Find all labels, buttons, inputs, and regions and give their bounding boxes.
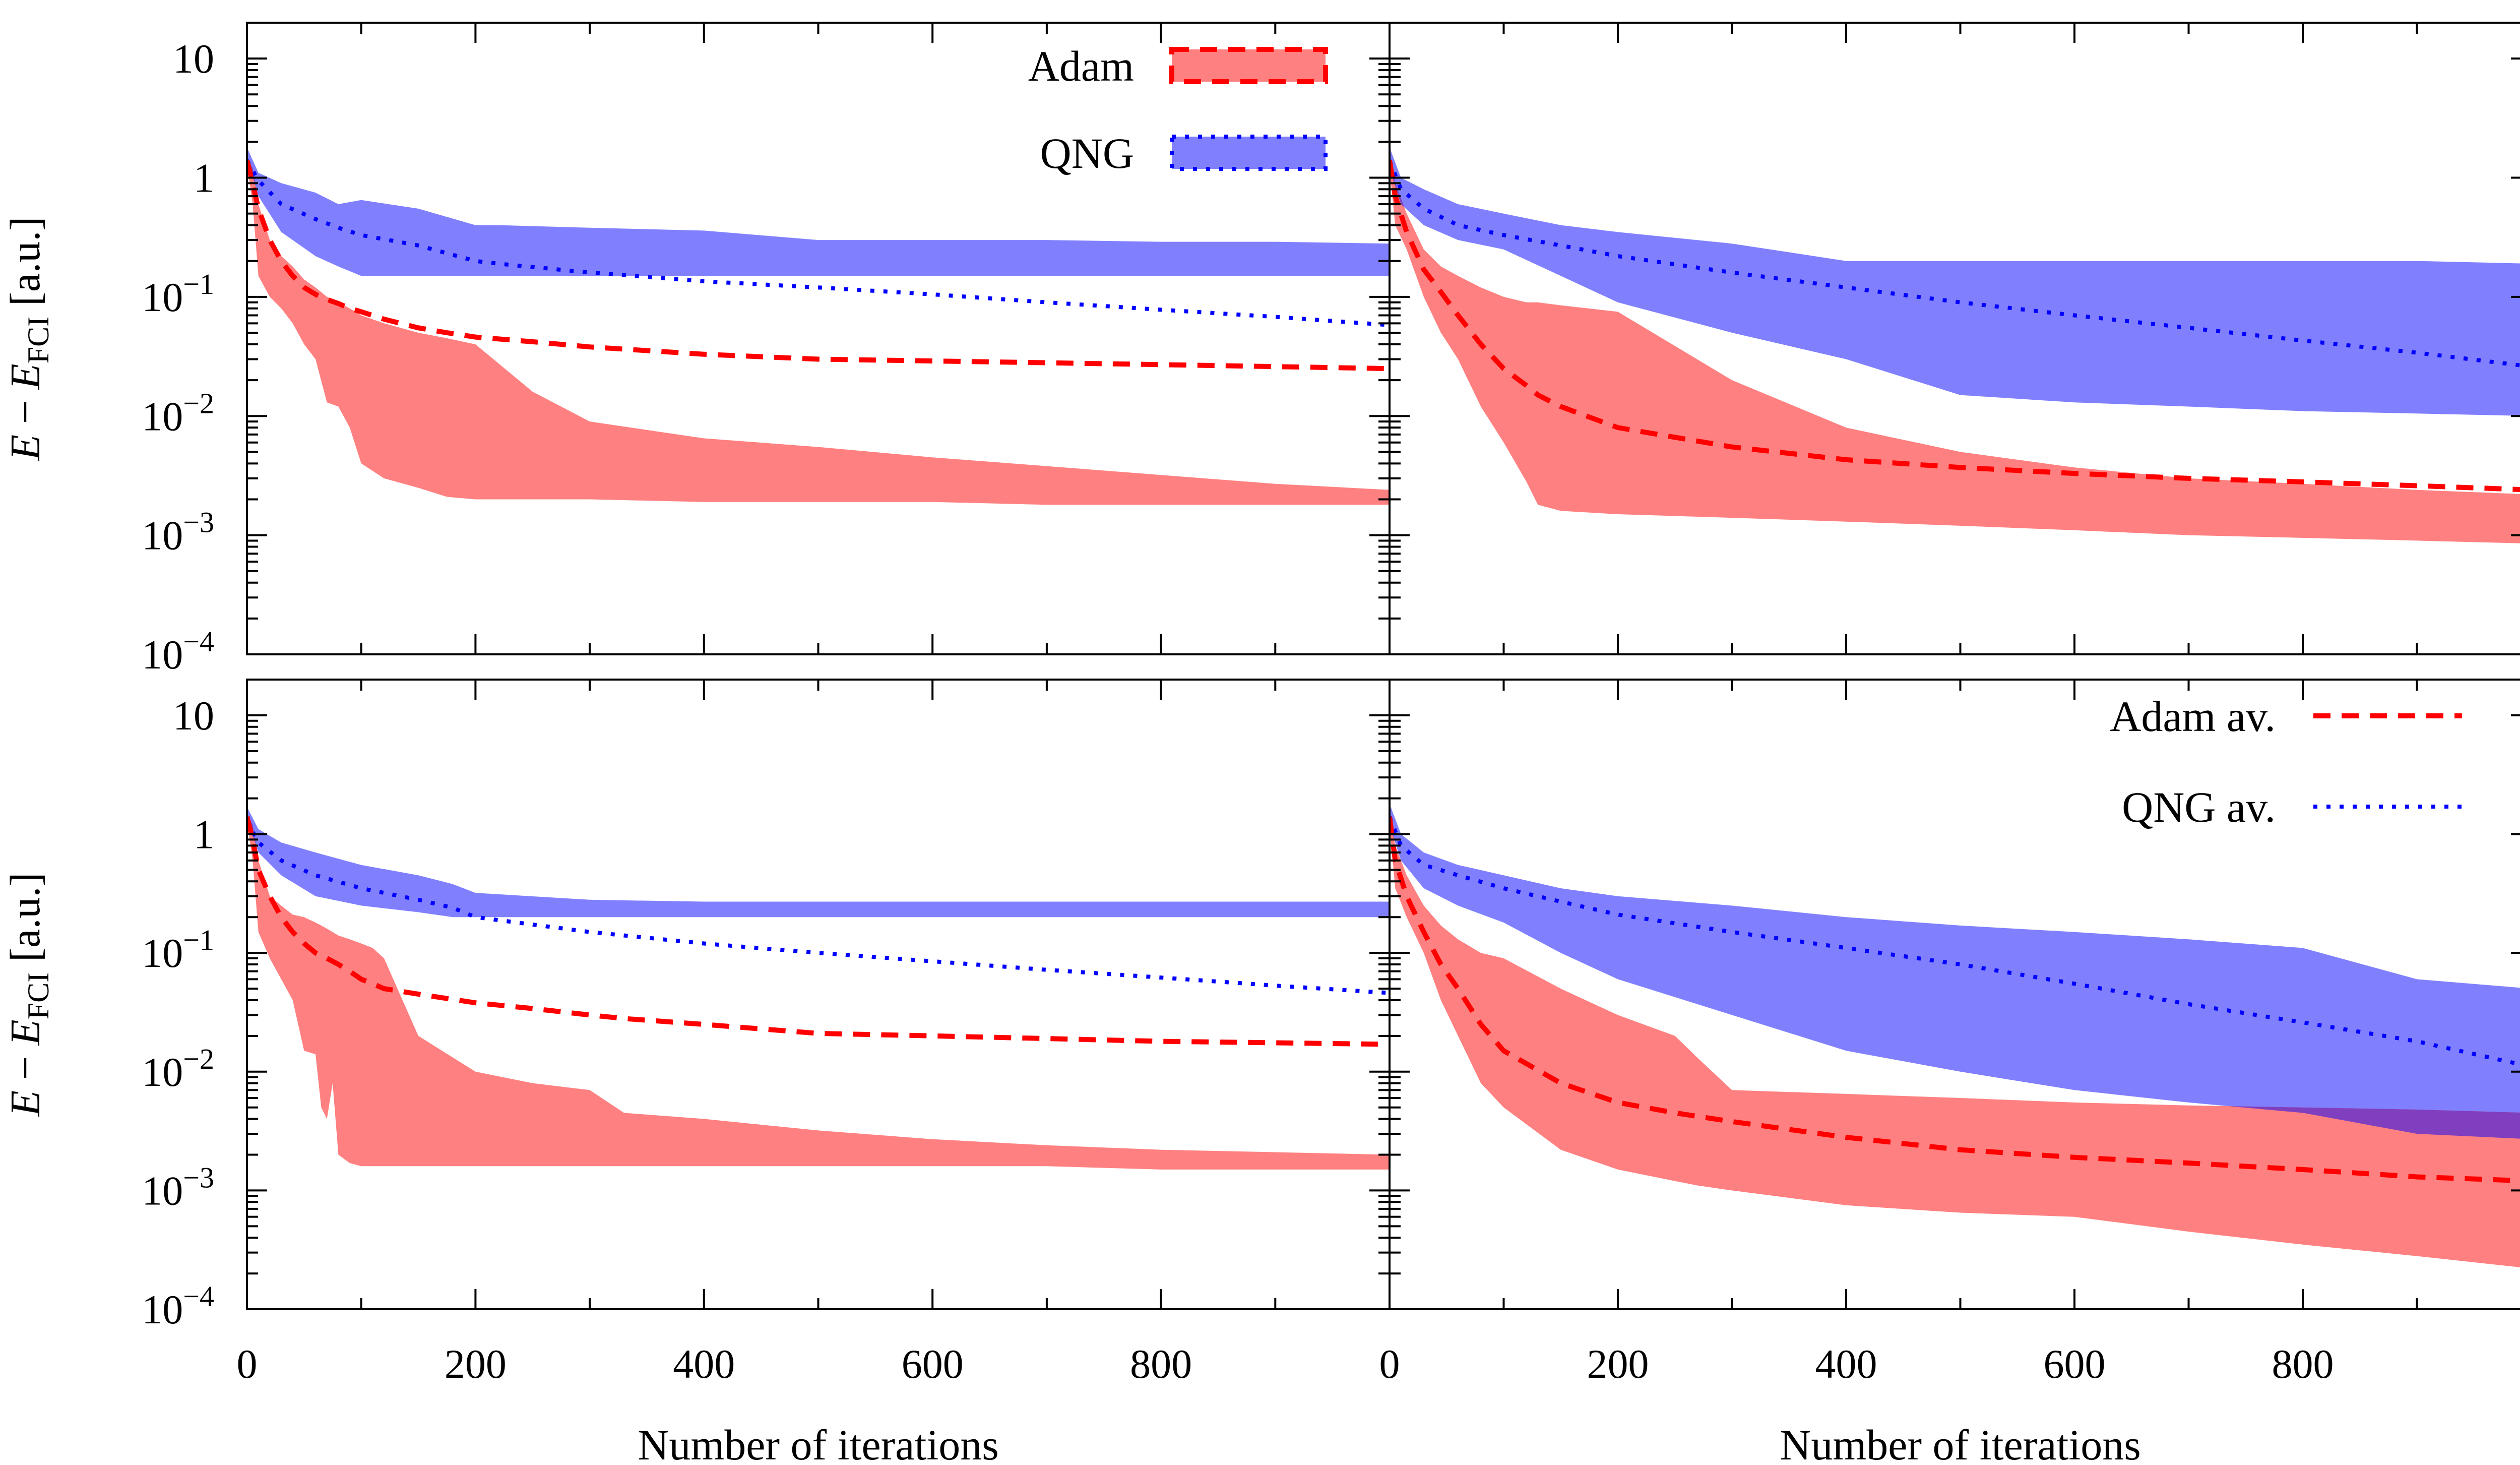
plot-area xyxy=(1390,804,2520,1267)
y-axis-label: E − EFCI [a.u.] xyxy=(2,217,55,461)
y-tick-label: 1 xyxy=(194,812,214,858)
y-ticks xyxy=(1390,679,2520,1310)
y-tick-label: 1 xyxy=(194,155,214,201)
adam-band xyxy=(247,156,1390,505)
y-tick-label: 10 xyxy=(173,36,214,82)
qng-band xyxy=(247,807,1390,918)
qng-band xyxy=(1390,147,2520,416)
legend-swatch-border xyxy=(1170,135,1328,171)
y-ticks xyxy=(247,22,1390,655)
qng-band xyxy=(1390,804,2520,1139)
x-axis-label: Number of iterations xyxy=(1780,1421,2140,1465)
y-tick-label: 10−2 xyxy=(142,387,214,439)
y-tick-label: 10−2 xyxy=(142,1043,214,1095)
x-ticks xyxy=(1389,680,2418,1309)
legend-2: Adam av. QNG av. xyxy=(2110,692,2462,831)
legend-swatch-border xyxy=(1169,47,1328,84)
adam-band xyxy=(1390,153,2520,543)
legend-1: Adam QNG xyxy=(1028,42,1328,177)
x-ticks xyxy=(1389,23,2418,654)
panel-top-right xyxy=(1389,22,2520,655)
x-tick-label: 600 xyxy=(902,1341,964,1387)
legend-label: Adam xyxy=(1028,42,1134,90)
adam-band xyxy=(1390,810,2520,1267)
adam-mean-line xyxy=(1390,160,2520,492)
x-tick-label: 800 xyxy=(1130,1341,1192,1387)
plot-area xyxy=(247,147,1390,505)
x-tick-label: 0 xyxy=(237,1341,258,1387)
x-tick-label: 200 xyxy=(1587,1341,1649,1387)
x-tick-label: 600 xyxy=(2044,1341,2106,1387)
x-tick-label: 0 xyxy=(1379,1341,1400,1387)
panel-bottom-right: 0 200 400 600 800 Number of iterations xyxy=(1379,679,2520,1465)
y-tick-label: 10 xyxy=(173,693,214,739)
adam-mean-line xyxy=(247,159,1390,372)
legend-swatch xyxy=(1172,137,1326,169)
qng-mean-line xyxy=(247,159,1390,327)
x-tick-label: 200 xyxy=(445,1341,507,1387)
y-ticks xyxy=(1390,22,2520,655)
adam-mean-line xyxy=(247,816,1390,1047)
adam-band xyxy=(247,813,1390,1170)
y-axis-label: E − EFCI [a.u.] xyxy=(2,873,55,1117)
x-tick-label: 400 xyxy=(1815,1341,1877,1387)
y-tick-label: 10−4 xyxy=(142,1280,214,1332)
panel-bottom-left: 10 1 10−1 10−2 10−3 10−4 E − EFCI [a.u.] 0 200 40… xyxy=(2,679,1391,1465)
adam-mean-line xyxy=(1390,816,2520,1183)
panel-top-left: 10 1 10−1 10−2 10−3 10−4 E − EFCI [a.u.] xyxy=(2,22,1391,678)
y-tick-label: 10−3 xyxy=(142,506,214,559)
y-tick-label: 10−1 xyxy=(142,924,214,976)
plot-area xyxy=(1390,147,2520,543)
y-tick-label: 10−3 xyxy=(142,1161,214,1213)
y-tick-label: 10−1 xyxy=(142,268,214,320)
y-tick-label: 10−4 xyxy=(142,625,214,678)
legend-label: Adam av. xyxy=(2110,692,2276,741)
qng-band xyxy=(247,147,1390,276)
y-ticks xyxy=(247,679,1390,1310)
x-axis-label: Number of iterations xyxy=(638,1421,998,1465)
plot-area xyxy=(247,807,1390,1170)
legend-label: QNG av. xyxy=(2122,783,2276,831)
legend-swatch xyxy=(1172,49,1326,82)
legend-label: QNG xyxy=(1040,129,1134,177)
x-tick-label: 400 xyxy=(673,1341,735,1387)
x-tick-label: 800 xyxy=(2272,1341,2334,1387)
